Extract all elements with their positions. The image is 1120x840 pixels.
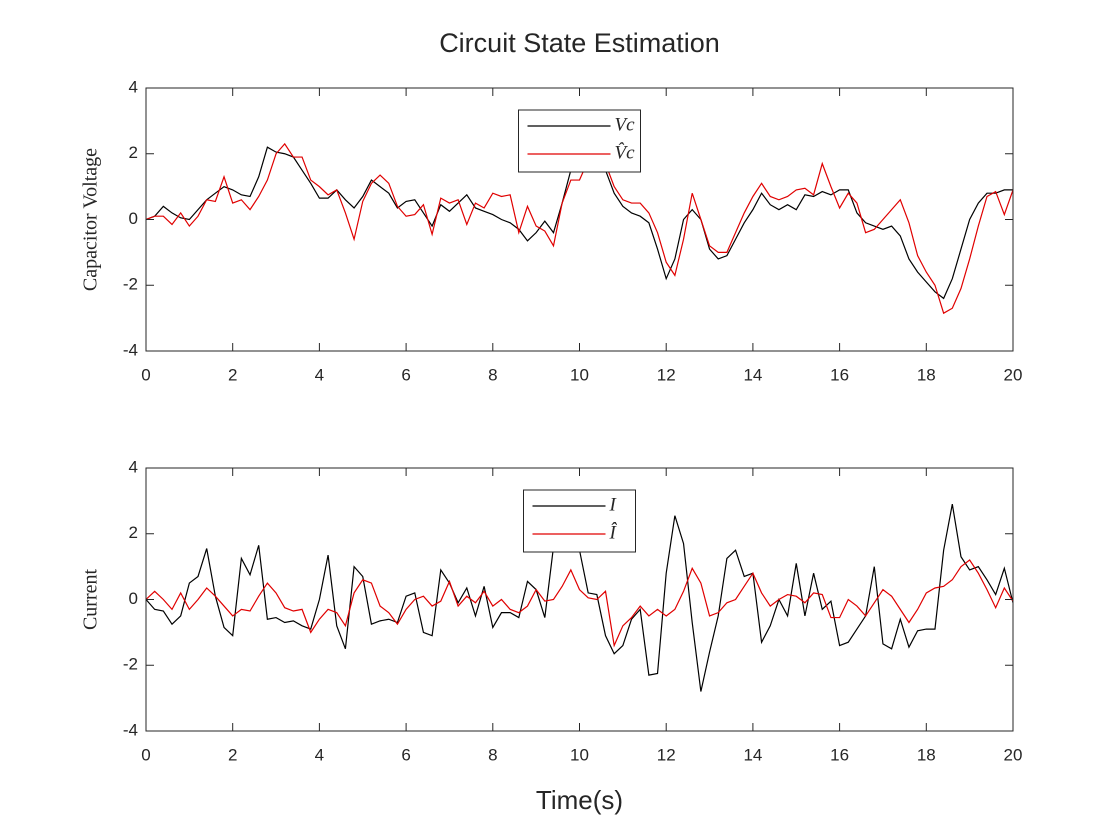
x-tick-label: 14 bbox=[743, 365, 762, 384]
y-tick-label: -4 bbox=[123, 340, 138, 359]
x-tick-label: 20 bbox=[1004, 745, 1023, 764]
y-tick-label: 2 bbox=[129, 523, 138, 542]
y-tick-label: -2 bbox=[123, 275, 138, 294]
legend: Vc V̂c bbox=[518, 109, 641, 173]
x-tick-label: 10 bbox=[570, 745, 589, 764]
x-tick-label: 12 bbox=[657, 365, 676, 384]
x-tick-label: 10 bbox=[570, 365, 589, 384]
x-tick-label: 20 bbox=[1004, 365, 1023, 384]
x-tick-label: 2 bbox=[228, 745, 237, 764]
legend-box bbox=[518, 109, 641, 173]
y-tick-label: 2 bbox=[129, 143, 138, 162]
legend-label: I bbox=[609, 494, 618, 515]
x-tick-label: 16 bbox=[830, 365, 849, 384]
x-tick-label: 12 bbox=[657, 745, 676, 764]
x-tick-label: 2 bbox=[228, 365, 237, 384]
x-tick-label: 4 bbox=[315, 365, 324, 384]
x-tick-label: 6 bbox=[401, 365, 410, 384]
legend-label: Î bbox=[609, 521, 618, 543]
x-axis-label: Time(s) bbox=[536, 785, 623, 815]
legend-label: V̂c bbox=[615, 142, 636, 163]
x-tick-label: 0 bbox=[141, 365, 150, 384]
chart-title: Circuit State Estimation bbox=[439, 28, 720, 58]
data-line bbox=[146, 142, 1013, 315]
x-tick-label: 8 bbox=[488, 365, 497, 384]
x-tick-label: 0 bbox=[141, 745, 150, 764]
x-tick-label: 4 bbox=[315, 745, 324, 764]
x-tick-label: 18 bbox=[917, 365, 936, 384]
legend-box bbox=[523, 489, 636, 553]
x-tick-label: 6 bbox=[401, 745, 410, 764]
y-tick-label: 0 bbox=[129, 209, 138, 228]
y-tick-label: -2 bbox=[123, 655, 138, 674]
x-tick-label: 14 bbox=[743, 745, 762, 764]
x-tick-label: 18 bbox=[917, 745, 936, 764]
y-tick-label: 4 bbox=[129, 77, 138, 96]
axes: Time(s) Current 0 2 4 6 8 10 12 14 16 18 20 -4 -2 0 2 4 IÎ bbox=[80, 457, 1023, 814]
y-axis-label: Capacitor Voltage bbox=[80, 148, 102, 291]
legend-label: Vc bbox=[615, 114, 636, 135]
y-tick-label: 0 bbox=[129, 589, 138, 608]
x-tick-label: 8 bbox=[488, 745, 497, 764]
legend: IÎ bbox=[523, 489, 636, 553]
y-tick-label: 4 bbox=[129, 457, 138, 476]
y-tick-label: -4 bbox=[123, 720, 138, 739]
axes: Circuit State Estimation Capacitor Voltag… bbox=[80, 28, 1023, 384]
data-line bbox=[146, 559, 1013, 648]
x-tick-label: 16 bbox=[830, 745, 849, 764]
y-axis-label: Current bbox=[80, 569, 102, 631]
